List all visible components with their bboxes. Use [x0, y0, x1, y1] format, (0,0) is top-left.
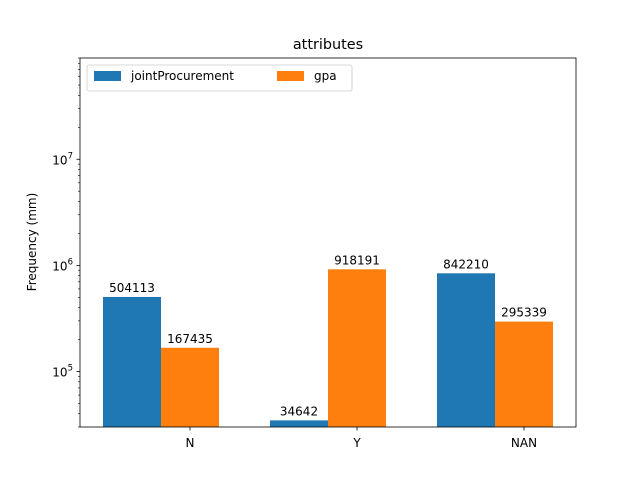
bar-jointprocurement-y	[270, 420, 328, 427]
data-label-gpa-y: 918191	[334, 253, 380, 267]
legend-label-jointprocurement: jointProcurement	[130, 69, 234, 83]
bar-gpa-n	[161, 347, 219, 427]
bar-labels-layer: 504113 167435 34642 918191 842210 295339	[109, 253, 547, 418]
data-label-gpa-n: 167435	[167, 332, 213, 346]
data-label-jointprocurement-n: 504113	[109, 281, 155, 295]
bar-gpa-y	[328, 269, 386, 427]
legend-swatch-gpa	[277, 71, 304, 81]
bar-gpa-nan	[495, 321, 553, 427]
x-axis-ticks: N Y NAN	[186, 427, 537, 450]
chart-title: attributes	[293, 37, 363, 53]
data-label-jointprocurement-y: 34642	[280, 404, 318, 418]
bar-jointprocurement-nan	[437, 273, 495, 427]
x-tick-label-nan: NAN	[511, 436, 537, 450]
plot-area-frame	[79, 57, 577, 428]
y-tick-label-1e7: 107	[52, 151, 73, 167]
legend: jointProcurement gpa	[86, 64, 353, 92]
data-label-jointprocurement-nan: 842210	[443, 257, 489, 271]
data-label-gpa-nan: 295339	[501, 306, 547, 320]
bars-layer	[103, 269, 553, 427]
y-tick-label-1e5: 105	[52, 364, 73, 380]
y-axis-label: Frequency (mm)	[25, 193, 39, 292]
y-tick-label-1e6: 106	[52, 257, 73, 273]
y-axis-ticks: 105 106 107	[52, 57, 80, 428]
bar-jointprocurement-n	[103, 296, 161, 427]
x-tick-label-y: Y	[352, 436, 361, 450]
x-tick-label-n: N	[186, 436, 195, 450]
legend-label-gpa: gpa	[314, 69, 337, 83]
legend-swatch-jointprocurement	[94, 71, 121, 81]
